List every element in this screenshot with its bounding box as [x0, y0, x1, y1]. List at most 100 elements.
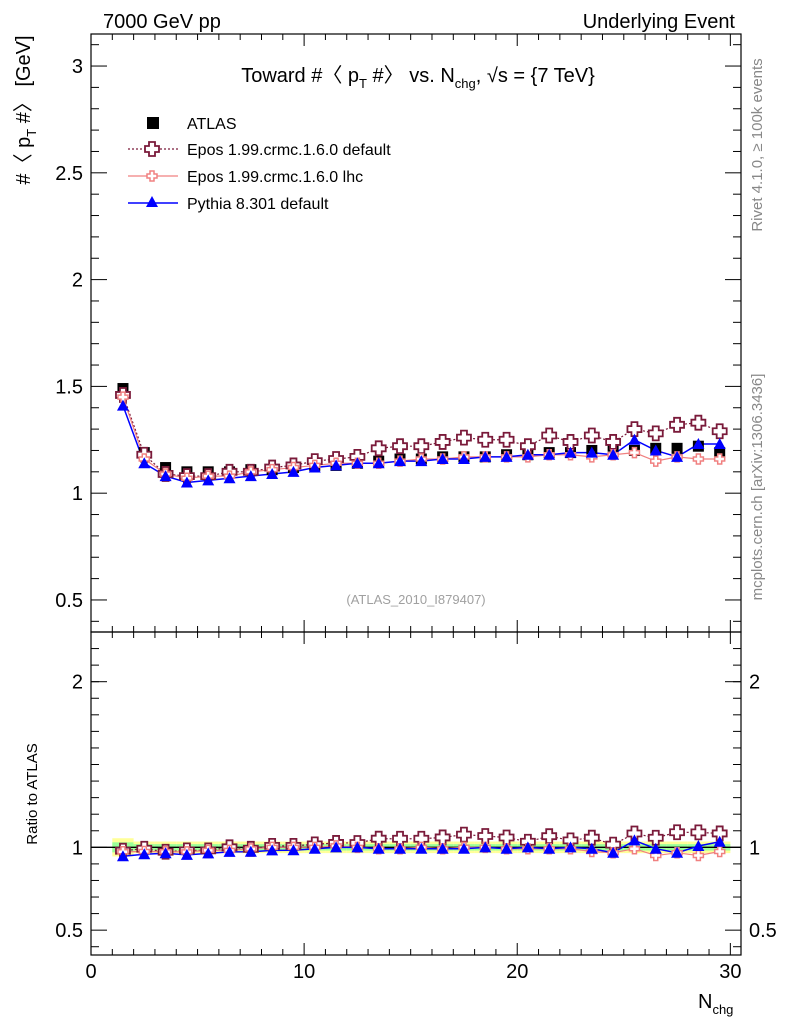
- ratio-point-pythia-8-301-default: [607, 846, 620, 858]
- ratio-point-pythia-8-301-default: [159, 847, 172, 859]
- rivet-label: Rivet 4.1.0, ≥ 100k events: [749, 58, 766, 231]
- point-epos-1-99-crmc-1-6-0-default: [434, 434, 451, 450]
- point-pythia-8-301-default: [607, 448, 620, 460]
- point-pythia-8-301-default: [116, 399, 129, 411]
- point-epos-1-99-crmc-1-6-0-default: [541, 427, 558, 444]
- point-pythia-8-301-default: [415, 455, 428, 467]
- ratio-point-pythia-8-301-default: [330, 841, 343, 853]
- point-pythia-8-301-default: [138, 457, 151, 469]
- point-epos-1-99-crmc-1-6-0-default: [477, 431, 494, 448]
- point-epos-1-99-crmc-1-6-0-default: [605, 434, 622, 450]
- point-epos-1-99-crmc-1-6-0-default: [498, 431, 515, 448]
- tick-labels: 0 10 20 30 0.5 1 1.5 2 2.5 3 0.5 0.5 1 1 2 2: [55, 56, 777, 983]
- ratio-point-pythia-8-301-default: [372, 842, 385, 854]
- point-epos-1-99-crmc-1-6-0-default: [647, 425, 664, 442]
- ratio-point-pythia-8-301-default: [521, 841, 534, 853]
- point-pythia-8-301-default: [692, 438, 705, 450]
- legend-label-epos-default: Epos 1.99.crmc.1.6.0 default: [187, 142, 391, 159]
- x-tick-label: 0: [85, 961, 96, 983]
- ratio-point-pythia-8-301-default: [564, 841, 577, 853]
- ratio-point-pythia-8-301-default: [671, 846, 684, 858]
- ratio-point-pythia-8-301-default: [266, 844, 279, 856]
- ratio-point-pythia-8-301-default: [180, 848, 193, 860]
- ratio-point-pythia-8-301-default: [351, 841, 364, 853]
- point-pythia-8-301-default: [628, 433, 641, 445]
- ratio-point-epos-1-99-crmc-1-6-0-lhc: [628, 842, 641, 855]
- ratio-point-epos-1-99-crmc-1-6-0-default: [647, 829, 664, 846]
- point-pythia-8-301-default: [500, 450, 513, 462]
- ratio-y-tick-label: 2: [72, 672, 83, 694]
- ratio-point-pythia-8-301-default: [308, 842, 321, 854]
- x-tick-label: 30: [719, 961, 741, 983]
- axes: [90, 33, 742, 956]
- point-pythia-8-301-default: [479, 450, 492, 462]
- point-epos-1-99-crmc-1-6-0-default: [669, 416, 685, 433]
- point-pythia-8-301-default: [585, 446, 598, 458]
- ratio-y-tick-label-right: 2: [749, 672, 760, 694]
- point-pythia-8-301-default: [713, 438, 726, 450]
- ratio-panel-series: [115, 824, 728, 862]
- mcplots-label: mcplots.cern.ch [arXiv:1306.3436]: [749, 374, 766, 601]
- ratio-y-tick-label: 1: [72, 837, 83, 859]
- point-epos-1-99-crmc-1-6-0-lhc: [628, 446, 641, 459]
- ratio-point-pythia-8-301-default: [500, 842, 513, 854]
- point-epos-1-99-crmc-1-6-0-default: [519, 438, 536, 455]
- legend: ATLAS Epos 1.99.crmc.1.6.0 default Epos …: [128, 116, 391, 213]
- ratio-point-epos-1-99-crmc-1-6-0-default: [541, 828, 558, 845]
- legend-marker-epos-default: [144, 141, 160, 157]
- ratio-point-pythia-8-301-default: [415, 842, 428, 854]
- point-pythia-8-301-default: [180, 476, 193, 488]
- legend-marker-pythia: [146, 196, 158, 207]
- ratio-point-pythia-8-301-default: [713, 835, 726, 847]
- ratio-point-pythia-8-301-default: [287, 844, 300, 856]
- header-right: Underlying Event: [583, 11, 736, 33]
- point-epos-1-99-crmc-1-6-0-default: [562, 434, 579, 450]
- ratio-point-epos-1-99-crmc-1-6-0-default: [434, 829, 451, 846]
- ratio-point-epos-1-99-crmc-1-6-0-default: [669, 824, 685, 841]
- point-pythia-8-301-default: [159, 470, 172, 482]
- ratio-frame: [90, 631, 742, 956]
- point-epos-1-99-crmc-1-6-0-lhc: [117, 391, 129, 403]
- ratio-point-epos-1-99-crmc-1-6-0-default: [583, 829, 600, 846]
- point-pythia-8-301-default: [287, 465, 300, 477]
- point-epos-1-99-crmc-1-6-0-default: [456, 429, 472, 446]
- ratio-y-tick-label: 0.5: [55, 920, 83, 942]
- point-epos-1-99-crmc-1-6-0-default: [583, 427, 600, 444]
- ratio-point-pythia-8-301-default: [457, 842, 470, 854]
- point-epos-1-99-crmc-1-6-0-lhc: [692, 453, 705, 465]
- y-tick-label: 1: [72, 483, 83, 505]
- ratio-y-tick-label-right: 1: [749, 837, 760, 859]
- ratio-point-pythia-8-301-default: [223, 845, 236, 857]
- point-pythia-8-301-default: [521, 448, 534, 460]
- ratio-point-pythia-8-301-default: [394, 842, 407, 854]
- legend-marker-atlas: [147, 117, 159, 129]
- point-epos-1-99-crmc-1-6-0-default: [690, 414, 707, 431]
- point-epos-1-99-crmc-1-6-0-default: [711, 423, 728, 440]
- y-axis-label: #〈 pT #〉 [GeV]: [13, 35, 39, 184]
- point-atlas: [671, 442, 683, 454]
- ratio-point-pythia-8-301-default: [692, 839, 705, 851]
- point-pythia-8-301-default: [202, 474, 215, 486]
- ratio-point-pythia-8-301-default: [543, 842, 556, 854]
- point-pythia-8-301-default: [266, 467, 279, 479]
- point-pythia-8-301-default: [649, 444, 662, 456]
- y-tick-label: 0.5: [55, 590, 83, 612]
- ratio-point-epos-1-99-crmc-1-6-0-lhc: [713, 845, 726, 858]
- ratio-point-epos-1-99-crmc-1-6-0-default: [392, 830, 408, 847]
- header-left: 7000 GeV pp: [103, 11, 221, 33]
- point-pythia-8-301-default: [223, 472, 236, 484]
- point-epos-1-99-crmc-1-6-0-lhc: [713, 453, 726, 465]
- point-epos-1-99-crmc-1-6-0-default: [370, 440, 387, 457]
- legend-label-epos-lhc: Epos 1.99.crmc.1.6.0 lhc: [187, 169, 363, 186]
- point-pythia-8-301-default: [671, 450, 684, 462]
- ratio-point-epos-1-99-crmc-1-6-0-default: [370, 830, 387, 847]
- point-pythia-8-301-default: [457, 453, 470, 465]
- point-epos-1-99-crmc-1-6-0-default: [392, 438, 408, 455]
- x-tick-label: 10: [293, 961, 315, 983]
- ratio-point-epos-1-99-crmc-1-6-0-default: [456, 826, 472, 843]
- ratio-point-epos-1-99-crmc-1-6-0-default: [711, 825, 728, 842]
- ratio-point-pythia-8-301-default: [436, 842, 449, 854]
- point-pythia-8-301-default: [351, 457, 364, 469]
- chart-title: Toward #〈 pT #〉 vs. Nchg, √s = {7 TeV}: [241, 65, 595, 91]
